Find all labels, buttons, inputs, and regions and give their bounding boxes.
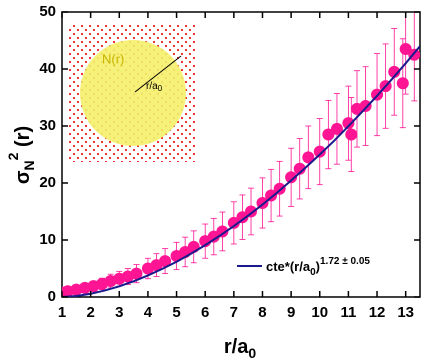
x-tick-label: 6: [201, 304, 209, 321]
x-label-sub: 0: [248, 345, 256, 361]
legend-sup: 1.72 ± 0.05: [320, 256, 370, 267]
legend-sub: 0: [310, 267, 316, 278]
x-tick-label: 8: [258, 304, 266, 321]
y-tick-label: 50: [39, 3, 56, 20]
point: [345, 128, 358, 141]
fit-line: [62, 45, 420, 297]
inset-radius-text: r/a: [146, 81, 158, 92]
x-label-text: r/a: [224, 336, 249, 358]
point: [159, 255, 172, 268]
y-label-sup: 2: [5, 152, 21, 160]
point: [130, 267, 143, 280]
legend-text2: ): [316, 259, 320, 274]
plot-area: [62, 12, 420, 297]
y-tick-label: 20: [39, 174, 56, 191]
x-tick-label: 5: [172, 304, 180, 321]
point: [330, 122, 343, 135]
y-label-text: σ: [12, 170, 34, 184]
point: [285, 171, 298, 184]
y-tick-label: 30: [39, 117, 56, 134]
x-tick-label: 2: [86, 304, 94, 321]
x-tick-label: 4: [144, 304, 153, 321]
plot-frame: [61, 11, 421, 298]
point: [302, 151, 315, 164]
x-tick-label: 9: [287, 304, 295, 321]
legend-text: cte*(r/a: [266, 259, 311, 274]
inset-circle-label: N(r): [102, 51, 124, 66]
point: [342, 117, 355, 130]
x-tick-label: 7: [230, 304, 238, 321]
x-tick-label: 12: [369, 304, 386, 321]
x-tick-label: 10: [311, 304, 328, 321]
point: [396, 77, 409, 90]
x-axis-label: r/a0: [224, 336, 256, 360]
x-tick-label: 3: [115, 304, 123, 321]
point: [313, 145, 326, 158]
x-tick-label: 11: [340, 304, 356, 321]
inset-radius-label: r/a0: [146, 81, 163, 93]
y-label-rest: (r): [12, 126, 34, 153]
x-tick-label: 13: [397, 304, 414, 321]
y-axis-label: σN2 (r): [5, 126, 37, 184]
point: [359, 100, 372, 113]
inset: N(r) r/a0: [68, 25, 196, 162]
point: [265, 189, 278, 202]
y-tick-label: 0: [48, 288, 56, 305]
point: [227, 216, 240, 229]
legend-label: cte*(r/a0)1.72 ± 0.05: [266, 256, 370, 278]
point: [236, 211, 249, 224]
y-label-sub: N: [21, 160, 37, 170]
point: [388, 65, 401, 78]
x-tick-label: 1: [58, 304, 66, 321]
point: [293, 162, 306, 175]
inset-radius: [134, 55, 182, 93]
point: [216, 225, 229, 238]
y-tick-label: 40: [39, 60, 56, 77]
y-tick-label: 10: [39, 231, 56, 248]
legend: cte*(r/a0)1.72 ± 0.05: [237, 256, 370, 278]
point: [322, 128, 335, 141]
inset-radius-sub: 0: [158, 84, 163, 93]
point: [399, 43, 412, 56]
inset-circle: [80, 40, 186, 146]
